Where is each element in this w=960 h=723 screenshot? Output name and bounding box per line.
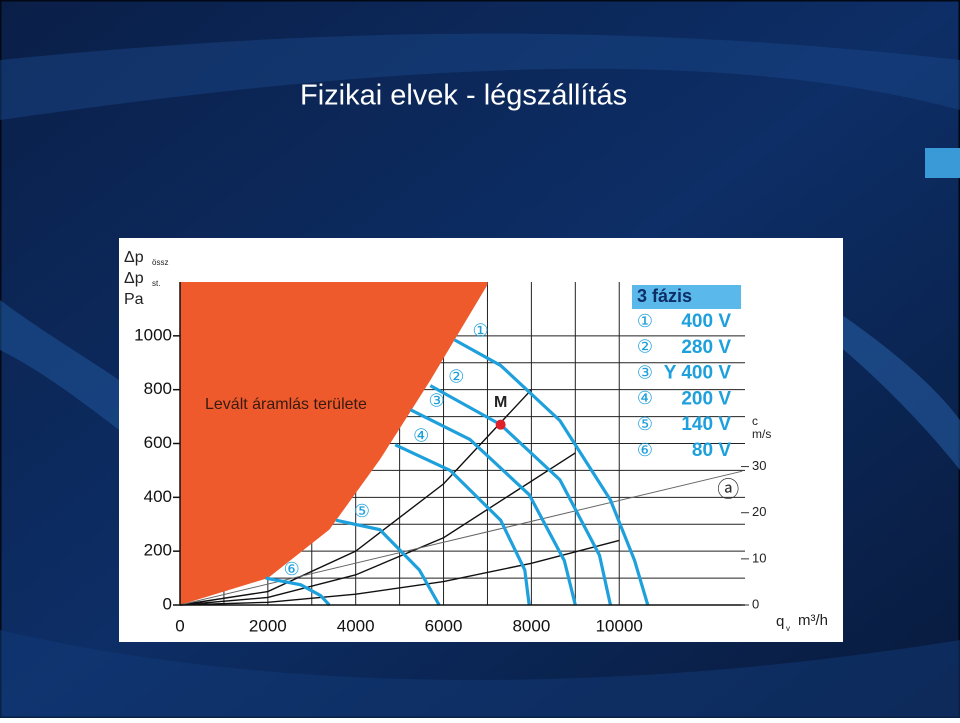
y-axis-label: Δp [124,270,144,287]
legend-marker: ③ [637,362,653,382]
y-axis-label-sub: össz [152,258,168,267]
legend-label: 80 V [692,440,731,461]
y-tick-label: 600 [144,433,172,452]
y2-axis-label: c [752,414,758,428]
system-line [179,539,620,606]
x-axis-label-unit: m³/h [798,612,828,629]
x-tick-label: 6000 [425,616,463,635]
operating-point [495,419,506,430]
curve-label: ③ [429,391,445,411]
fan-curve [394,443,531,606]
legend-label: 200 V [681,388,731,409]
y2-axis-label: m/s [752,427,771,441]
x-tick-label: 4000 [337,616,375,635]
x-axis-label: q [776,613,784,630]
velocity-label: ⓐ [717,477,739,502]
y-axis-label-sub: st. [152,279,160,288]
fan-curve [453,338,650,606]
x-tick-label: 0 [175,616,184,635]
fan-curve [409,408,577,606]
curve-label: ⑤ [354,501,370,521]
fan-curve [265,576,331,607]
y-tick-label: 200 [144,541,172,560]
x-tick-label: 2000 [249,616,287,635]
legend-marker: ① [637,311,653,331]
y-tick-label: 400 [144,487,172,506]
y-tick-label: 800 [144,379,172,398]
slide-title: Fizikai elvek - légszállítás [300,80,627,112]
curve-label: ⑥ [284,559,300,579]
stall-region [180,282,488,605]
velocity-line [179,470,743,606]
swoosh [820,300,960,470]
x-tick-label: 8000 [512,616,550,635]
legend-label: 280 V [681,337,731,358]
x-tick-label: 10000 [596,616,643,635]
legend-marker: ② [637,337,653,357]
legend-marker: ⑤ [637,414,653,434]
y-axis-label: Δp [124,249,144,266]
curve-label: ② [448,366,464,386]
curve-label: ① [472,321,488,341]
y2-tick-label: 0 [752,596,759,611]
legend-label: 400 V [681,311,731,332]
legend-label: Y 400 V [664,363,732,384]
y-tick-label: 1000 [134,325,172,344]
legend-label: 140 V [681,414,731,435]
legend-title: 3 fázis [637,286,692,306]
y-axis-label: Pa [124,291,144,308]
y-tick-label: 0 [163,594,172,613]
swoosh [0,630,960,718]
swoosh [0,300,119,430]
region-label: Levált áramlás területe [205,396,367,413]
y2-tick-label: 30 [752,458,766,473]
swoosh [0,33,960,120]
y2-tick-label: 20 [752,504,766,519]
legend-header [632,285,741,309]
legend-marker: ④ [637,388,653,408]
fan-curve [429,384,613,606]
legend-marker: ⑥ [637,440,653,460]
curve-label: ④ [413,426,429,446]
y2-tick-label: 10 [752,550,766,565]
fan-curve [335,518,441,606]
accent [925,148,960,178]
x-axis-label-sub: v [786,624,790,633]
point-label: M [494,394,507,411]
system-line [179,389,532,606]
